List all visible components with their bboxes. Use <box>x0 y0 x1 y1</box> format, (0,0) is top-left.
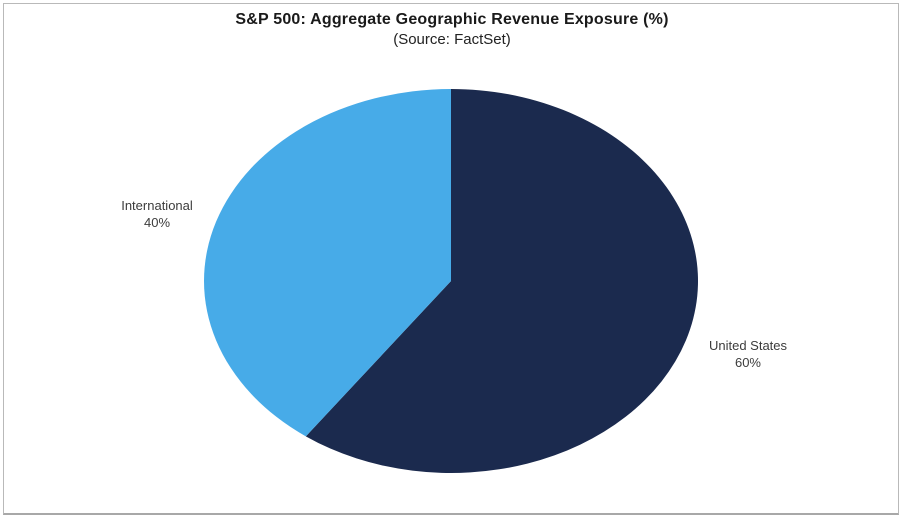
slice-label-pct: 40% <box>143 215 171 230</box>
slice-label-international: International 40% <box>121 197 193 231</box>
chart-header: S&P 500: Aggregate Geographic Revenue Ex… <box>0 9 904 49</box>
chart-subtitle: (Source: FactSet) <box>393 31 511 48</box>
pie-slice-united-states <box>305 89 699 474</box>
slice-label-name: International <box>121 198 193 213</box>
chart-title: S&P 500: Aggregate Geographic Revenue Ex… <box>235 11 669 28</box>
pie-slice-international <box>204 89 451 437</box>
slice-label-name: United States <box>708 338 788 353</box>
slice-label-united-states: United States 60% <box>709 337 787 371</box>
slice-label-pct: 60% <box>734 355 762 370</box>
